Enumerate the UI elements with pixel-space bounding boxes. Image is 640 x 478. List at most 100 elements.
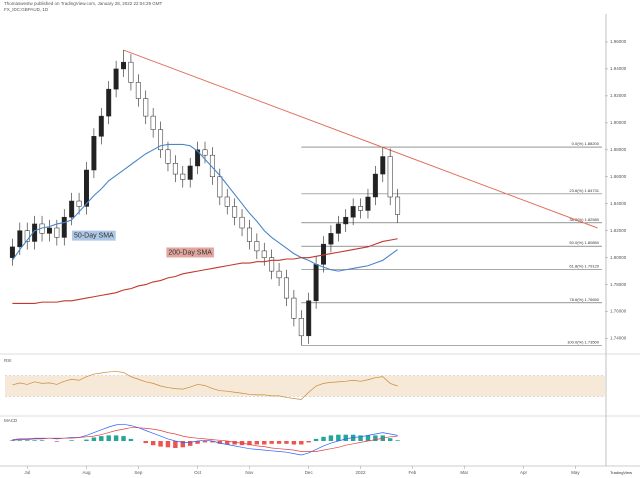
macd-histogram-bar — [202, 441, 208, 443]
signal-line — [12, 427, 398, 452]
x-tick-label: Jul — [24, 470, 30, 475]
y-tick-label: 1.88000 — [610, 147, 627, 152]
macd-histogram-bar — [10, 440, 15, 441]
macd-histogram-bar — [39, 440, 45, 441]
candle-body — [113, 68, 119, 90]
rsi-label: RSI — [4, 358, 12, 363]
candle-body — [195, 149, 201, 167]
candle-body — [180, 173, 186, 180]
candle-body — [202, 149, 208, 156]
candle-body — [239, 216, 245, 229]
macd-histogram-bar — [247, 441, 252, 446]
candle-body — [224, 196, 230, 207]
candle-body — [135, 82, 141, 99]
sma-label: 50-Day SMA — [74, 232, 114, 239]
macd-histogram-bar — [254, 441, 260, 445]
macd-histogram-bar — [291, 441, 297, 445]
x-tick-label: Nov — [245, 470, 254, 475]
macd-histogram-bar — [284, 441, 289, 444]
candle-body — [165, 149, 171, 164]
candle-body — [84, 169, 89, 207]
rsi-band — [5, 375, 605, 397]
y-tick-label: 1.86000 — [610, 174, 627, 179]
y-tick-label: 1.74000 — [610, 336, 627, 341]
candle-body — [150, 115, 156, 130]
macd-histogram-bar — [387, 438, 393, 441]
x-tick-label: Dec — [305, 470, 314, 475]
macd-histogram-bar — [150, 441, 156, 446]
x-tick-label: Feb — [409, 470, 417, 475]
candle-body — [106, 88, 112, 117]
candle-body — [76, 200, 82, 207]
candle-body — [61, 216, 67, 238]
sma-line — [12, 238, 398, 305]
y-tick-label: 1.90000 — [610, 120, 627, 125]
macd-histogram-bar — [128, 438, 134, 441]
candle-body — [313, 264, 319, 302]
x-tick-label: Sep — [134, 470, 143, 475]
y-tick-label: 1.76000 — [610, 309, 627, 314]
candle-body — [365, 196, 371, 211]
macd-histogram-bar — [262, 441, 267, 445]
candle-body — [121, 61, 126, 70]
macd-histogram-bar — [106, 435, 111, 441]
macd-histogram-bar — [299, 441, 304, 445]
macd-histogram-bar — [365, 435, 371, 441]
y-tick-label: 1.82000 — [610, 228, 627, 233]
macd-histogram-bar — [121, 436, 126, 441]
macd-histogram-bar — [99, 436, 104, 441]
chart-title: FX_IDC:GBPAUD, 1D — [4, 7, 49, 12]
macd-histogram-bar — [158, 441, 163, 447]
macd-histogram-bar — [321, 436, 326, 441]
fib-label: 50.0(%) 1.80850 — [569, 240, 599, 245]
macd-histogram-bar — [210, 441, 215, 443]
y-tick-label: 1.94000 — [610, 66, 627, 71]
macd-histogram-bar — [165, 441, 171, 448]
x-tick-label: Oct — [194, 470, 202, 475]
fib-label: 38.2(%) 1.82580 — [569, 217, 599, 222]
footer: TradingView — [610, 470, 632, 475]
macd-label: MACD — [4, 418, 18, 423]
macd-histogram-bar — [276, 441, 282, 444]
candle-body — [306, 300, 312, 337]
candle-body — [54, 227, 60, 238]
candle-body — [261, 250, 267, 258]
fib-label: 23.6(%) 1.84731 — [569, 188, 599, 193]
macd-histogram-bar — [84, 439, 89, 441]
candle-body — [358, 206, 364, 211]
candle-body — [298, 318, 304, 337]
candle-body — [217, 176, 223, 198]
y-tick-label: 1.84000 — [610, 201, 627, 206]
macd-histogram-bar — [395, 440, 400, 441]
y-tick-label: 1.80000 — [610, 255, 627, 260]
candle-body — [187, 165, 193, 180]
y-tick-label: 1.92000 — [610, 93, 627, 98]
candle-body — [128, 61, 134, 83]
macd-histogram-bar — [143, 441, 148, 444]
candle-body — [291, 297, 297, 319]
header: Thomaswestw published on TradingView.com… — [4, 1, 163, 6]
macd-histogram-bar — [32, 440, 37, 441]
x-tick-label: Aug — [82, 470, 91, 475]
candle-body — [328, 233, 334, 245]
sma-label-box — [72, 230, 116, 241]
candle-body — [209, 154, 215, 178]
macd-histogram-bar — [343, 434, 348, 441]
candle-body — [98, 115, 104, 137]
fib-label: 100.0(%) 1.73500 — [567, 339, 600, 344]
candle-body — [350, 206, 356, 218]
candle-body — [276, 270, 282, 279]
sma-label-box — [166, 247, 214, 258]
fib-label: 0.0(%) 1.88200 — [572, 141, 600, 146]
candle-body — [380, 156, 386, 175]
macd-histogram-bar — [91, 437, 97, 441]
candle-body — [335, 223, 341, 234]
macd-histogram-bar — [69, 440, 74, 441]
macd-histogram-bar — [358, 435, 363, 441]
candle-body — [395, 196, 401, 215]
macd-histogram-bar — [25, 440, 30, 441]
macd-histogram-bar — [336, 434, 341, 441]
macd-histogram-bar — [113, 435, 119, 441]
